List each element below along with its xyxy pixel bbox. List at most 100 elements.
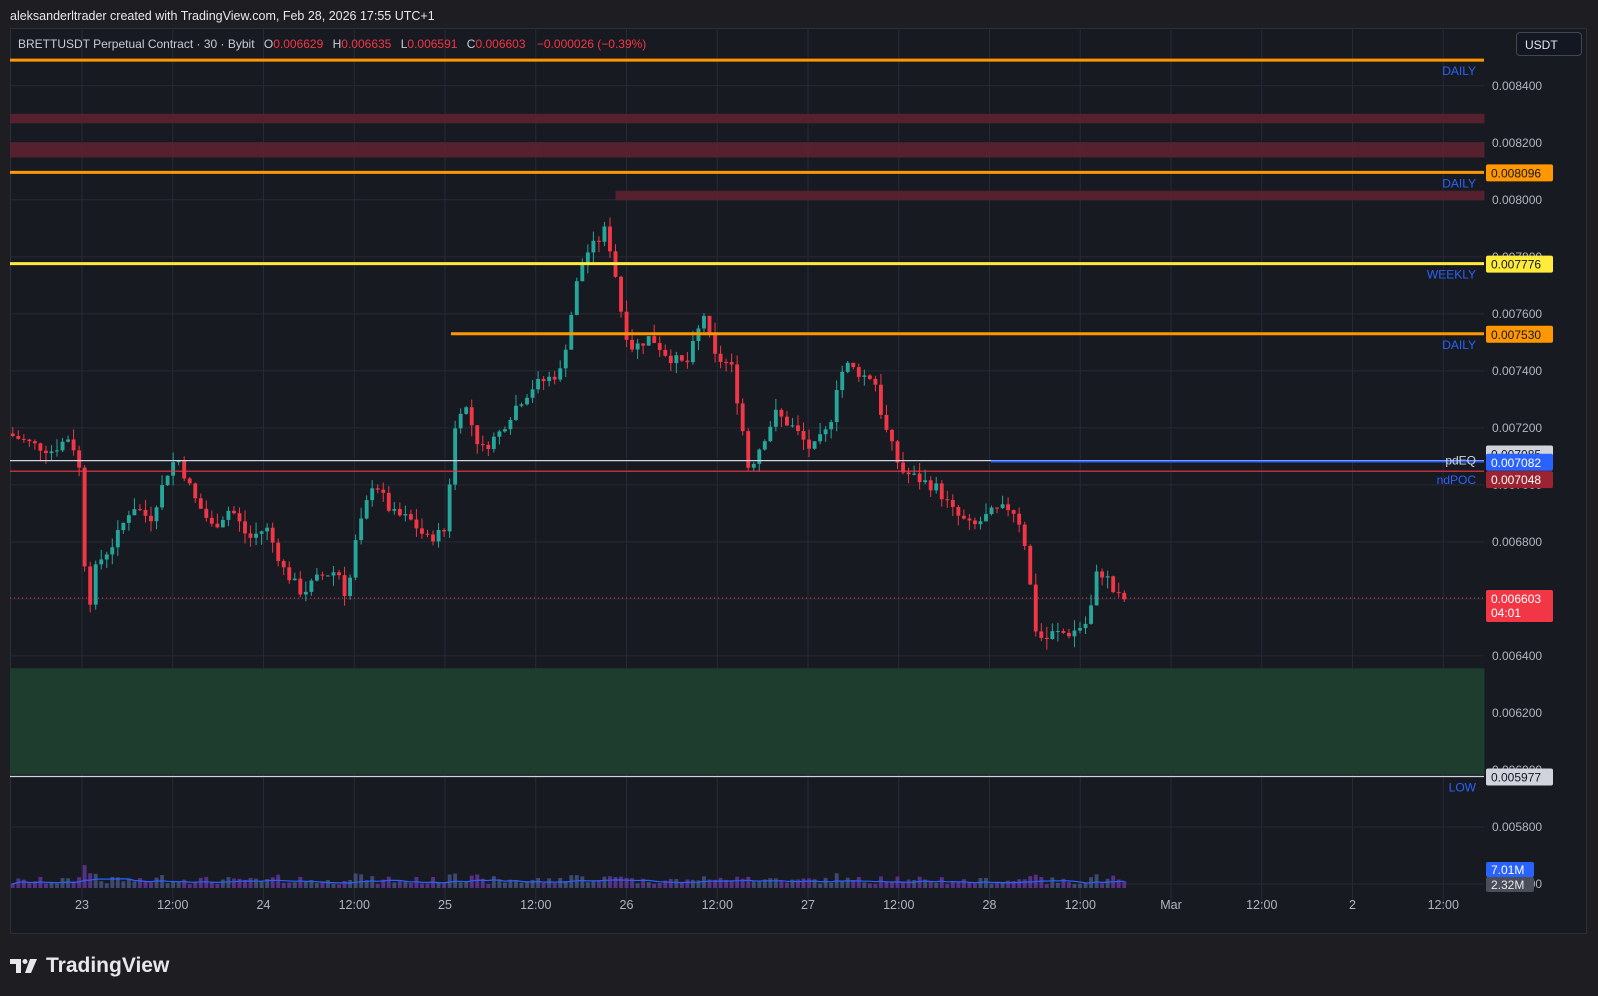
candle-body[interactable] [281, 561, 286, 568]
candle-body[interactable] [1055, 631, 1060, 633]
candle-body[interactable] [950, 499, 955, 507]
candle-body[interactable] [237, 513, 242, 522]
candle-body[interactable] [353, 540, 358, 578]
candle-body[interactable] [541, 378, 546, 382]
candle-body[interactable] [198, 498, 203, 509]
candle-body[interactable] [292, 578, 297, 581]
candle-body[interactable] [635, 343, 640, 350]
candle-body[interactable] [552, 376, 557, 380]
candle-body[interactable] [608, 226, 612, 252]
candle-body[interactable] [525, 397, 529, 405]
candle-body[interactable] [624, 311, 629, 340]
candle-body[interactable] [381, 489, 386, 493]
candle-body[interactable] [878, 384, 883, 415]
candle-body[interactable] [259, 531, 264, 534]
candle-body[interactable] [912, 473, 917, 475]
candle-body[interactable] [464, 407, 469, 414]
candle-body[interactable] [1028, 545, 1033, 585]
candle-body[interactable] [226, 510, 231, 520]
candle-body[interactable] [414, 519, 419, 529]
candle-body[interactable] [724, 361, 729, 363]
candle-body[interactable] [403, 514, 408, 516]
candle-body[interactable] [115, 530, 120, 548]
candle-body[interactable] [149, 515, 153, 522]
candle-body[interactable] [287, 567, 292, 581]
candle-body[interactable] [867, 375, 872, 379]
candle-body[interactable] [154, 507, 159, 522]
candle-body[interactable] [961, 515, 966, 519]
candle-body[interactable] [768, 426, 773, 442]
candle-body[interactable] [790, 425, 795, 427]
candle-body[interactable] [1105, 576, 1110, 578]
candle-body[interactable] [370, 488, 375, 501]
candle-body[interactable] [1078, 628, 1082, 631]
candle-body[interactable] [254, 533, 259, 538]
candle-body[interactable] [1011, 510, 1016, 514]
candle-body[interactable] [486, 444, 491, 449]
candle-body[interactable] [762, 441, 767, 450]
tradingview-logo[interactable]: TradingView [10, 954, 169, 978]
candle-body[interactable] [309, 580, 314, 592]
candle-body[interactable] [917, 473, 922, 483]
candle-body[interactable] [193, 483, 198, 499]
candle-body[interactable] [989, 507, 994, 515]
candle-body[interactable] [735, 364, 740, 404]
candle-body[interactable] [386, 492, 391, 511]
candle-body[interactable] [967, 518, 972, 521]
candle-body[interactable] [906, 472, 911, 475]
candle-body[interactable] [248, 533, 253, 538]
candle-body[interactable] [55, 450, 59, 452]
candle-body[interactable] [425, 533, 430, 535]
candle-body[interactable] [972, 520, 977, 525]
candle-body[interactable] [265, 527, 270, 532]
candle-body[interactable] [491, 436, 496, 449]
candle-body[interactable] [497, 431, 502, 437]
candle-body[interactable] [547, 376, 552, 382]
candle-body[interactable] [21, 438, 26, 440]
candle-body[interactable] [220, 519, 225, 528]
candle-body[interactable] [729, 362, 734, 365]
candle-body[interactable] [707, 315, 712, 334]
candle-body[interactable] [342, 575, 347, 596]
candle-body[interactable] [923, 480, 928, 483]
candle-body[interactable] [99, 559, 104, 565]
candle-body[interactable] [436, 530, 441, 542]
candle-body[interactable] [596, 240, 601, 242]
candle-body[interactable] [276, 542, 281, 562]
candle-body[interactable] [1022, 524, 1027, 546]
candle-body[interactable] [845, 362, 850, 372]
candle-body[interactable] [751, 463, 756, 468]
candle-body[interactable] [364, 500, 369, 519]
candle-body[interactable] [934, 483, 939, 491]
candle-body[interactable] [143, 509, 148, 516]
candle-body[interactable] [519, 404, 524, 406]
candle-body[interactable] [1116, 592, 1121, 594]
candle-body[interactable] [420, 528, 424, 534]
candle-body[interactable] [44, 450, 48, 454]
candle-body[interactable] [978, 521, 983, 525]
candle-body[interactable] [536, 378, 541, 390]
candle-body[interactable] [397, 509, 402, 516]
candle-body[interactable] [475, 425, 480, 445]
candle-body[interactable] [204, 508, 209, 518]
candle-body[interactable] [176, 460, 181, 463]
candle-body[interactable] [49, 451, 54, 454]
candle-body[interactable] [641, 343, 646, 346]
candle-body[interactable] [928, 480, 933, 491]
candle-body[interactable] [1122, 592, 1127, 600]
candle-body[interactable] [690, 341, 695, 363]
candle-body[interactable] [447, 484, 452, 532]
candle-body[interactable] [740, 403, 745, 432]
candle-body[interactable] [1000, 504, 1005, 508]
candle-body[interactable] [270, 527, 275, 543]
candle-body[interactable] [375, 488, 380, 490]
candle-body[interactable] [104, 554, 109, 560]
candle-body[interactable] [480, 444, 485, 446]
candle-body[interactable] [1061, 631, 1066, 633]
candle-body[interactable] [574, 281, 579, 315]
candle-body[interactable] [1072, 630, 1077, 637]
candle-body[interactable] [840, 371, 845, 391]
candle-body[interactable] [442, 530, 447, 532]
candle-body[interactable] [110, 547, 115, 555]
candle-body[interactable] [1050, 631, 1055, 640]
